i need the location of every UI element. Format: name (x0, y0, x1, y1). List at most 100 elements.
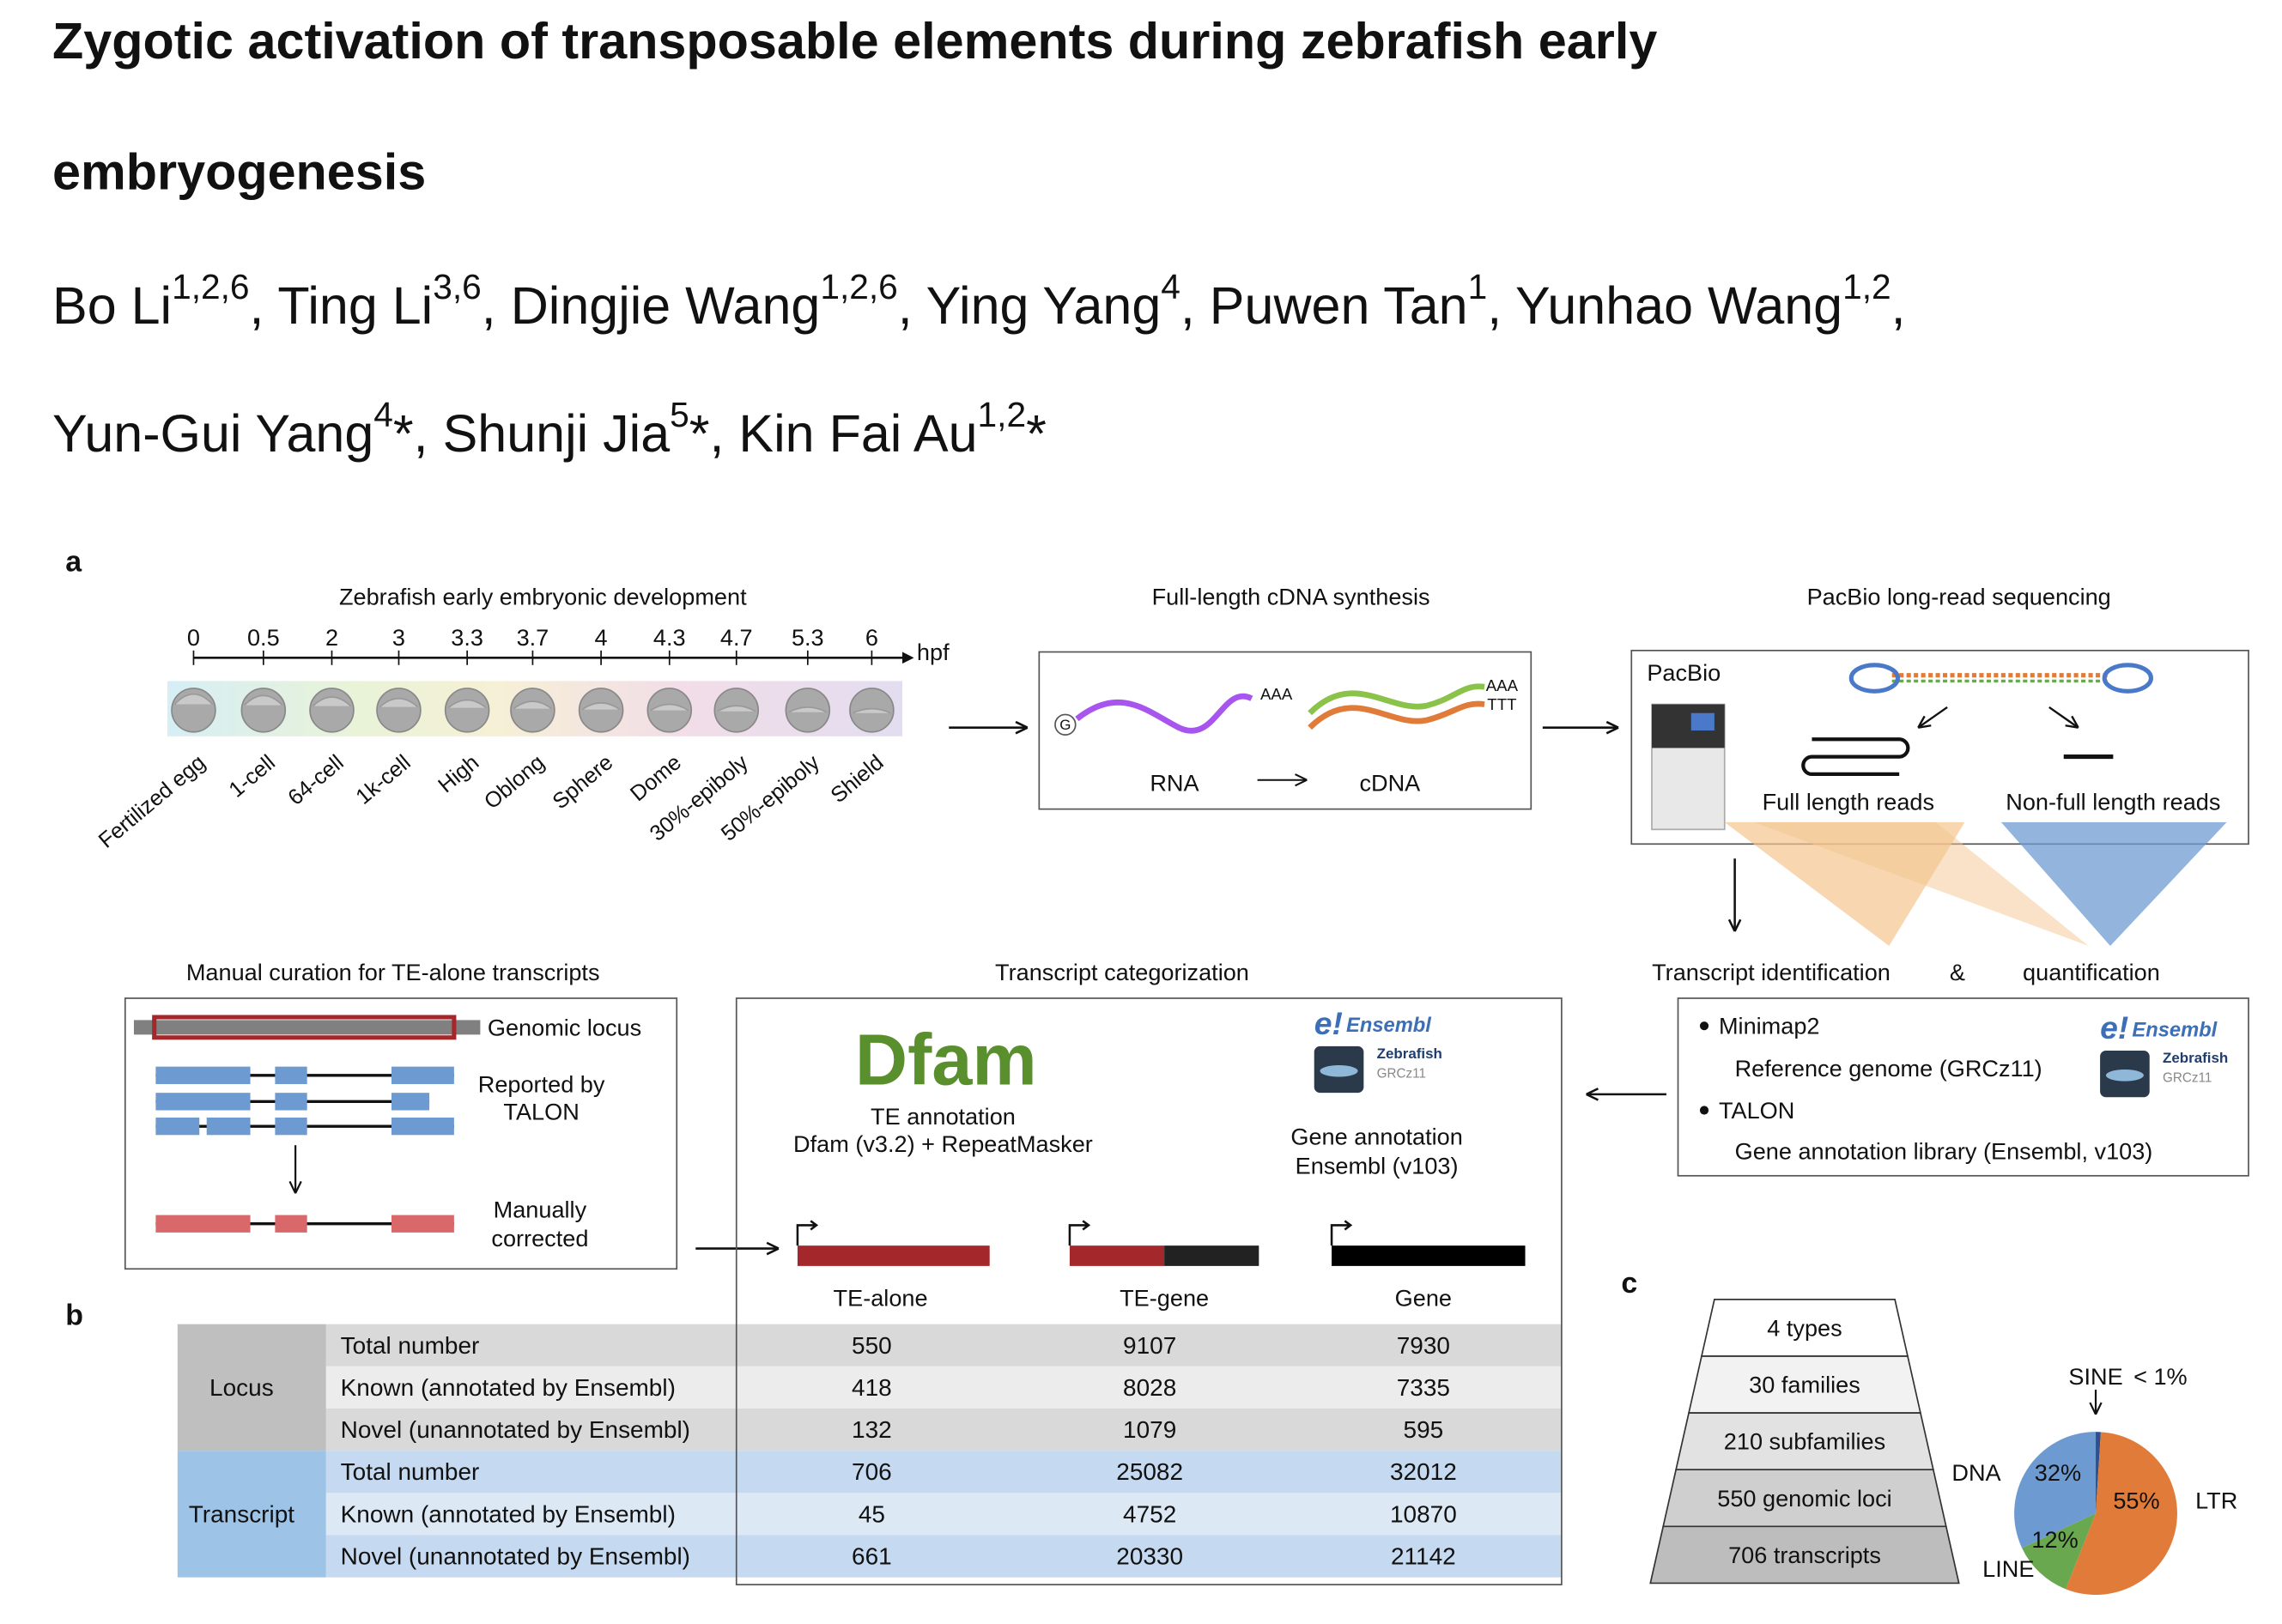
exon (275, 1066, 307, 1084)
stage-label: High (434, 750, 483, 797)
blastoderm (244, 694, 283, 706)
tss (796, 1220, 819, 1246)
time-label: 0 (187, 624, 200, 651)
box (124, 997, 678, 1270)
cell: 550 (852, 1332, 892, 1359)
panel-label: c (1621, 1267, 1637, 1300)
exon (155, 1093, 251, 1111)
cell: 45 (859, 1500, 885, 1527)
section-title: PacBio long-read sequencing (1807, 584, 2111, 610)
pyramid-label: 706 transcripts (1728, 1542, 1881, 1568)
row-label: Novel (unannotated by Ensembl) (341, 1543, 690, 1570)
author-name: , Yunhao Wang (1487, 276, 1842, 335)
time-label: 4.7 (720, 624, 753, 651)
time-label: 4.3 (653, 624, 686, 651)
author-name: *, Kin Fai Au (689, 404, 978, 463)
author-name: , Dingjie Wang (482, 276, 821, 335)
stage-label: 64-cell (283, 750, 348, 810)
cell: 21142 (1391, 1543, 1456, 1570)
annotation: TE annotation (871, 1103, 1016, 1130)
group-label: Transcript (189, 1500, 295, 1527)
blastoderm (788, 706, 828, 713)
cap-label: G (1059, 717, 1071, 733)
time-label: 3.3 (451, 624, 483, 651)
time-label: 6 (865, 624, 878, 651)
talon-label: TALON (503, 1099, 579, 1125)
blastoderm (312, 696, 352, 707)
cell: 25082 (1116, 1458, 1183, 1485)
author-name: Bo Li (52, 276, 172, 335)
locus (133, 1020, 481, 1035)
pyramid-level (1649, 1525, 1960, 1585)
cell: 32012 (1390, 1458, 1457, 1485)
cell: 706 (852, 1458, 892, 1485)
exon (391, 1117, 454, 1136)
table-row (325, 1493, 1562, 1536)
assembly: GRCz11 (1377, 1067, 1426, 1082)
cell: 20330 (1116, 1543, 1183, 1570)
table-row (325, 1409, 1562, 1451)
species: Zebrafish (2163, 1050, 2228, 1066)
annotation: Gene annotation (1290, 1124, 1462, 1150)
slice-label: 32% (2035, 1459, 2081, 1486)
pyramid-label: 4 types (1767, 1314, 1842, 1341)
adapter (1848, 663, 1901, 694)
row-label: Known (annotated by Ensembl) (341, 1500, 676, 1527)
poly-a: AAA (1260, 685, 1293, 703)
table-row (325, 1451, 1562, 1494)
corrected-label: Manually (494, 1196, 587, 1222)
cell: 7930 (1397, 1332, 1450, 1359)
authors: Yun-Gui Yang4*, Shunji Jia5*, Kin Fai Au… (52, 395, 1047, 463)
blastoderm (853, 707, 891, 714)
arrow-head (1295, 773, 1308, 787)
dfam-logo: Dfam (855, 1019, 1037, 1100)
slice-label: 55% (2113, 1487, 2159, 1513)
section-title: Transcript identification (1652, 959, 1891, 985)
arrow-shaft (2048, 706, 2079, 729)
exon (391, 1066, 454, 1084)
exon (206, 1117, 251, 1136)
blastoderm (513, 700, 552, 710)
sequencer-screen (1690, 712, 1715, 731)
blastoderm (173, 693, 214, 706)
box (1038, 651, 1532, 810)
te-outline (152, 1015, 457, 1040)
exon (155, 1117, 200, 1136)
fish (2105, 1070, 2144, 1082)
group-label: Locus (209, 1374, 274, 1401)
pyramid-label: 210 subfamilies (1724, 1428, 1885, 1455)
tool: Minimap2 (1719, 1013, 1820, 1039)
cell: 132 (852, 1416, 892, 1443)
gene-exon (1164, 1245, 1259, 1266)
slice-name: SINE (2068, 1363, 2122, 1390)
time-label: 4 (595, 624, 608, 651)
time-label: 0.5 (247, 624, 280, 651)
blastoderm (379, 697, 419, 708)
blastoderm (447, 699, 487, 709)
machine-label: PacBio (1647, 659, 1721, 686)
logo-mark: e! (2100, 1009, 2128, 1045)
exon (155, 1215, 251, 1233)
section-title: Full-length cDNA synthesis (1152, 584, 1430, 610)
cdna-label: cDNA (1359, 770, 1421, 797)
affiliation: 1,2,6 (820, 267, 897, 306)
cell: 4752 (1123, 1500, 1176, 1527)
tool: TALON (1719, 1097, 1794, 1124)
row-label: Known (annotated by Ensembl) (341, 1374, 676, 1401)
table-row (325, 1366, 1562, 1409)
author-name: , Ting Li (250, 276, 434, 335)
stage-label: Fertilized egg (94, 750, 210, 852)
author-name: * (1026, 404, 1047, 463)
embryo (578, 688, 624, 733)
table-group (177, 1324, 326, 1451)
cell: 661 (852, 1543, 892, 1570)
cdna-strand (1308, 683, 1485, 716)
time-label: 3.7 (517, 624, 549, 651)
arrow-head (2065, 715, 2079, 729)
category: TE-alone (834, 1285, 928, 1312)
box (1677, 997, 2249, 1177)
te-exon (797, 1245, 990, 1266)
pie-slice (2066, 1432, 2177, 1595)
cell: 7335 (1397, 1374, 1450, 1401)
